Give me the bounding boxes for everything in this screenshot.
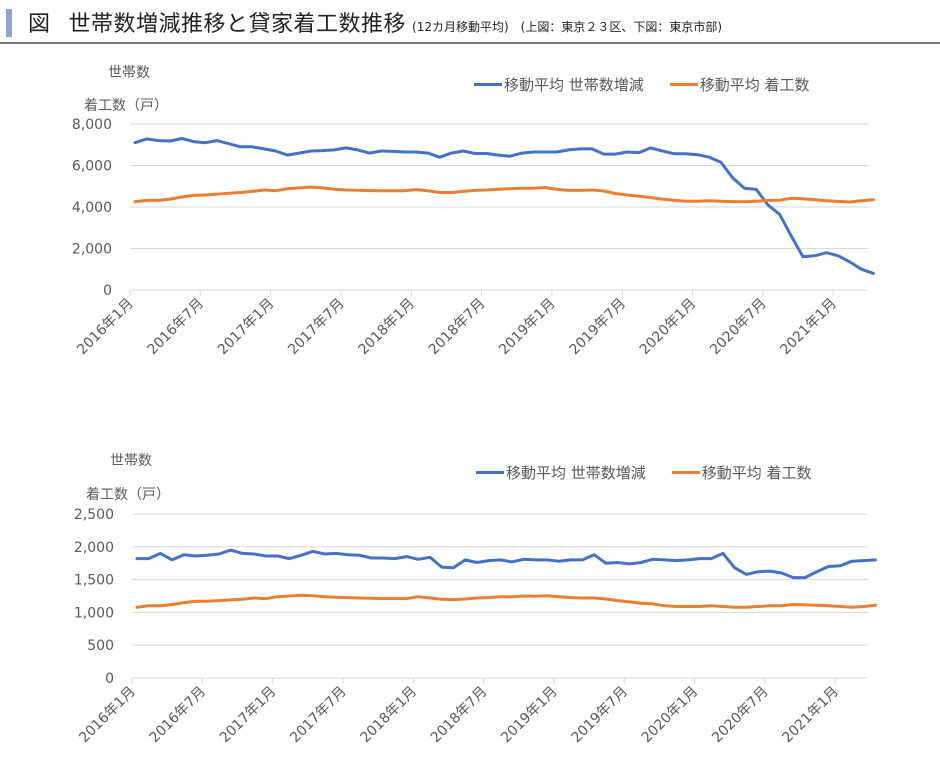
- legend-line-icon-blue: [476, 471, 504, 474]
- y-tick-label: 4,000: [72, 200, 112, 216]
- x-tick-label: 2017年1月: [217, 684, 280, 747]
- y-tick-label: 8,000: [72, 117, 112, 133]
- y-tick-label: 1,500: [74, 573, 114, 589]
- y-tick-label: 500: [87, 638, 114, 654]
- legend-item-household: 移動平均 世帯数増減: [474, 74, 644, 95]
- series-line-household-change: [133, 137, 875, 275]
- page-title: 図世帯数増減推移と貸家着工数推移 (12カ月移動平均) (上図：東京２３区、下図：…: [28, 6, 722, 38]
- y-tick-label: 2,000: [74, 540, 114, 556]
- chart-legend: 移動平均 世帯数増減 移動平均 着工数: [474, 74, 836, 95]
- legend-line-icon-orange: [671, 471, 700, 474]
- x-tick-label: 2020年1月: [639, 684, 702, 747]
- y-axis-label-line1: 世帯数: [110, 453, 152, 469]
- x-tick-label: 2016年1月: [76, 684, 139, 747]
- chart-tokyo-23-wards: 世帯数 着工数（戸） 移動平均 世帯数増減 移動平均 着工数 0 2,000 4,0…: [72, 65, 875, 358]
- x-tick-label: 2017年7月: [287, 684, 350, 747]
- title-bar: 図世帯数増減推移と貸家着工数推移 (12カ月移動平均) (上図：東京２３区、下図：…: [0, 0, 940, 44]
- figure-label: 図: [28, 12, 51, 37]
- title-text: 世帯数増減推移と貸家着工数推移: [68, 12, 407, 37]
- y-tick-label: 2,000: [72, 242, 112, 258]
- x-tick-label: 2021年1月: [779, 684, 842, 747]
- y-tick-label: 2,500: [74, 507, 114, 523]
- y-tick-label: 0: [103, 283, 112, 299]
- x-tick-label: 2019年1月: [498, 684, 561, 747]
- title-divider: [0, 42, 940, 44]
- chart-legend: 移動平均 世帯数増減 移動平均 着工数: [476, 462, 838, 483]
- y-tick-label: 6,000: [72, 159, 112, 175]
- legend-item-starts: 移動平均 着工数: [671, 462, 812, 483]
- title-subtitle: (12カ月移動平均) (上図：東京２３区、下図：東京市部): [412, 20, 723, 34]
- title-accent-bar: [6, 9, 12, 37]
- legend-line-icon-blue: [474, 83, 502, 86]
- series-line-household-change: [135, 548, 877, 580]
- x-tick-label: 2020年7月: [709, 684, 772, 747]
- x-tick-label: 2018年7月: [428, 684, 491, 747]
- legend-line-icon-orange: [669, 83, 698, 86]
- legend-item-household: 移動平均 世帯数増減: [476, 462, 646, 483]
- legend-label: 移動平均 世帯数増減: [504, 76, 644, 94]
- y-tick-label: 0: [105, 671, 114, 687]
- y-axis-label-line1: 世帯数: [108, 65, 150, 81]
- legend-label: 移動平均 着工数: [701, 464, 812, 482]
- series-line-housing-starts: [135, 593, 877, 609]
- x-tick-label: 2018年1月: [357, 684, 420, 747]
- x-tick-label: 2019年7月: [568, 684, 631, 747]
- series-line-housing-starts: [133, 185, 875, 204]
- legend-label: 移動平均 着工数: [699, 76, 810, 94]
- y-axis-label-line2: 着工数（戸）: [84, 98, 168, 114]
- y-axis-label-line2: 着工数（戸）: [86, 487, 170, 503]
- x-tick-label: 2016年7月: [147, 684, 210, 747]
- y-tick-label: 1,000: [74, 605, 114, 621]
- legend-item-starts: 移動平均 着工数: [669, 74, 810, 95]
- legend-label: 移動平均 世帯数増減: [506, 464, 646, 482]
